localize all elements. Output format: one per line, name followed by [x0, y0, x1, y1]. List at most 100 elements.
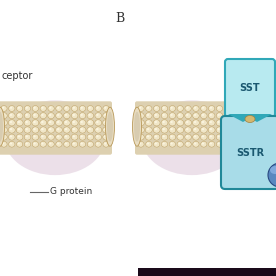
Ellipse shape: [0, 112, 3, 142]
Ellipse shape: [186, 114, 189, 116]
Ellipse shape: [216, 127, 223, 133]
Polygon shape: [228, 114, 272, 122]
Ellipse shape: [10, 142, 12, 145]
Ellipse shape: [49, 107, 51, 109]
Ellipse shape: [153, 106, 160, 112]
Ellipse shape: [73, 128, 75, 130]
Ellipse shape: [48, 141, 54, 147]
Ellipse shape: [0, 107, 4, 146]
Ellipse shape: [169, 120, 176, 126]
Ellipse shape: [202, 107, 204, 109]
Ellipse shape: [208, 113, 215, 119]
Ellipse shape: [208, 120, 215, 126]
Ellipse shape: [146, 141, 152, 147]
Ellipse shape: [18, 121, 20, 123]
Ellipse shape: [40, 141, 46, 147]
Ellipse shape: [216, 134, 223, 140]
Ellipse shape: [241, 121, 243, 123]
Ellipse shape: [57, 107, 59, 109]
Ellipse shape: [178, 121, 181, 123]
Ellipse shape: [10, 121, 12, 123]
Ellipse shape: [147, 128, 149, 130]
Ellipse shape: [48, 127, 54, 133]
Ellipse shape: [147, 142, 149, 145]
Text: SST: SST: [240, 83, 260, 93]
Ellipse shape: [49, 128, 51, 130]
Ellipse shape: [224, 113, 231, 119]
Ellipse shape: [170, 121, 173, 123]
Ellipse shape: [33, 121, 36, 123]
Ellipse shape: [10, 128, 12, 130]
Ellipse shape: [217, 121, 220, 123]
Ellipse shape: [232, 120, 239, 126]
Ellipse shape: [139, 121, 141, 123]
Ellipse shape: [96, 114, 99, 116]
Ellipse shape: [71, 113, 78, 119]
Ellipse shape: [186, 142, 189, 145]
Ellipse shape: [104, 121, 107, 123]
Ellipse shape: [41, 128, 44, 130]
Ellipse shape: [145, 127, 152, 133]
Ellipse shape: [225, 107, 228, 109]
Ellipse shape: [1, 134, 7, 140]
Ellipse shape: [87, 113, 94, 119]
Ellipse shape: [194, 128, 196, 130]
Ellipse shape: [104, 107, 106, 109]
Ellipse shape: [1, 127, 7, 133]
Ellipse shape: [33, 128, 36, 130]
Ellipse shape: [48, 120, 54, 126]
Ellipse shape: [18, 142, 20, 145]
Ellipse shape: [224, 141, 230, 147]
Ellipse shape: [194, 135, 196, 137]
Ellipse shape: [2, 114, 4, 116]
Ellipse shape: [9, 141, 15, 147]
Ellipse shape: [95, 141, 101, 147]
Ellipse shape: [95, 120, 102, 126]
Ellipse shape: [177, 134, 184, 140]
Ellipse shape: [73, 135, 75, 137]
Ellipse shape: [65, 128, 67, 130]
Ellipse shape: [210, 114, 212, 116]
Ellipse shape: [192, 120, 199, 126]
Ellipse shape: [171, 107, 173, 109]
Ellipse shape: [145, 113, 152, 119]
Ellipse shape: [224, 134, 231, 140]
Ellipse shape: [49, 142, 51, 145]
Ellipse shape: [71, 120, 78, 126]
Ellipse shape: [88, 128, 91, 130]
Ellipse shape: [104, 114, 107, 116]
Ellipse shape: [40, 134, 46, 140]
Ellipse shape: [65, 142, 67, 145]
Ellipse shape: [138, 141, 144, 147]
Ellipse shape: [95, 106, 101, 112]
Ellipse shape: [145, 120, 152, 126]
Ellipse shape: [73, 121, 75, 123]
Ellipse shape: [178, 142, 181, 145]
Ellipse shape: [134, 112, 140, 142]
Ellipse shape: [163, 114, 165, 116]
Ellipse shape: [33, 135, 36, 137]
Ellipse shape: [18, 114, 20, 116]
Ellipse shape: [10, 114, 12, 116]
Ellipse shape: [201, 106, 207, 112]
Ellipse shape: [155, 107, 157, 109]
Ellipse shape: [153, 141, 160, 147]
Ellipse shape: [170, 128, 173, 130]
Ellipse shape: [1, 120, 7, 126]
Ellipse shape: [245, 115, 255, 123]
Ellipse shape: [24, 134, 31, 140]
Ellipse shape: [2, 142, 4, 145]
Ellipse shape: [225, 142, 228, 145]
Ellipse shape: [79, 113, 86, 119]
Ellipse shape: [10, 135, 12, 137]
Ellipse shape: [25, 135, 28, 137]
Ellipse shape: [210, 107, 212, 109]
Ellipse shape: [65, 121, 67, 123]
Ellipse shape: [145, 134, 152, 140]
Ellipse shape: [73, 114, 75, 116]
Ellipse shape: [241, 128, 243, 130]
Ellipse shape: [217, 135, 220, 137]
Ellipse shape: [178, 107, 181, 109]
Ellipse shape: [241, 107, 243, 109]
Ellipse shape: [216, 106, 223, 112]
